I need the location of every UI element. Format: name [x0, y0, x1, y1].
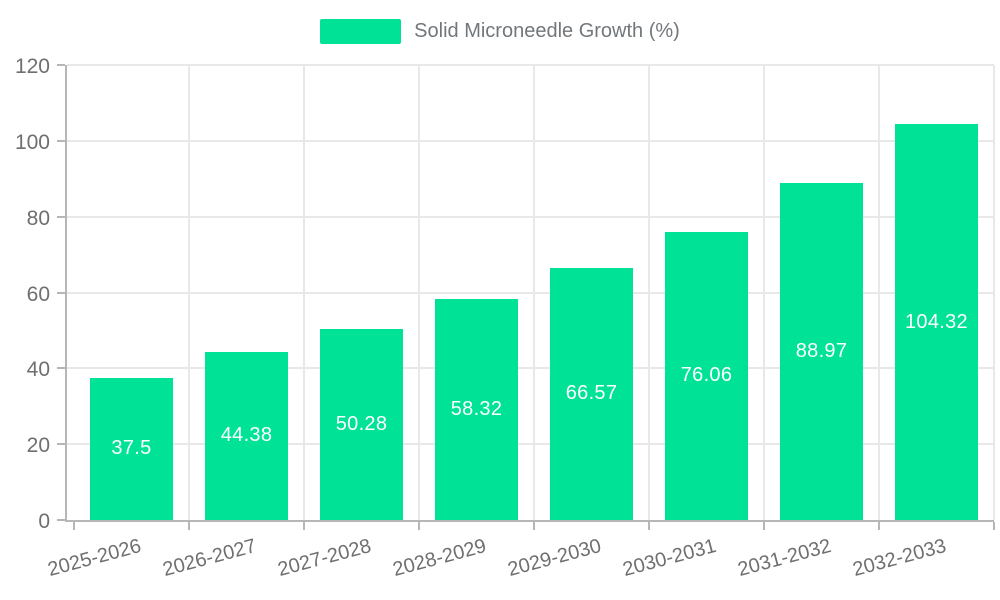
bar[interactable]: 44.38 — [205, 351, 288, 520]
x-axis-label: 2026-2027 — [160, 534, 259, 581]
y-axis-tick — [57, 139, 65, 142]
bar-value-label: 88.97 — [795, 339, 848, 362]
gridline-horizontal — [67, 215, 994, 218]
x-axis-tick — [303, 522, 305, 530]
y-axis-tick — [57, 291, 65, 294]
bar[interactable]: 37.5 — [90, 377, 173, 520]
gridline-horizontal — [67, 139, 994, 142]
y-axis-labels: 0 20 40 60 80 100 120 — [0, 55, 50, 533]
x-axis-tick — [763, 522, 765, 530]
gridline-horizontal — [67, 64, 994, 66]
gridline-vertical — [188, 65, 190, 520]
gridline-vertical — [993, 65, 995, 520]
gridline-vertical — [878, 65, 880, 520]
y-axis-label: 0 — [38, 510, 50, 533]
y-axis-tick — [57, 443, 65, 446]
x-axis-tick — [188, 522, 190, 530]
legend-item[interactable]: Solid Microneedle Growth (%) — [0, 16, 1000, 46]
x-axis-tick — [533, 522, 535, 530]
x-axis-tick — [418, 522, 420, 530]
x-axis-tick — [878, 522, 880, 530]
x-axis-tick — [648, 522, 650, 530]
bar[interactable]: 50.28 — [320, 329, 403, 520]
bar[interactable]: 88.97 — [780, 182, 863, 520]
x-axis-tick — [73, 522, 75, 530]
x-axis-label: 2031-2032 — [735, 534, 834, 581]
bar-value-label: 66.57 — [565, 382, 618, 405]
plot-area: 37.5 44.38 50.28 58.32 66.57 76.06 88.97 104.32 — [57, 64, 995, 530]
bar[interactable]: 66.57 — [550, 267, 633, 520]
bar-value-label: 50.28 — [335, 413, 388, 436]
y-axis-tick — [57, 64, 65, 66]
x-axis-label: 2029-2030 — [505, 534, 604, 581]
y-axis-label: 80 — [26, 206, 50, 230]
y-axis-label: 60 — [26, 282, 50, 306]
bar-value-label: 104.32 — [905, 310, 968, 333]
gridline-vertical — [303, 65, 305, 520]
bar-value-label: 44.38 — [220, 424, 273, 447]
x-axis-label: 2030-2031 — [620, 534, 719, 581]
gridline-horizontal — [67, 291, 994, 294]
x-axis-label: 2028-2029 — [390, 534, 489, 581]
gridline-vertical — [648, 65, 650, 520]
y-axis-tick — [57, 519, 65, 521]
y-axis-label: 20 — [26, 434, 50, 458]
y-axis-tick — [57, 215, 65, 218]
bar[interactable]: 58.32 — [435, 298, 518, 520]
gridline-vertical — [533, 65, 535, 520]
y-axis-label: 120 — [14, 55, 50, 78]
legend-label: Solid Microneedle Growth (%) — [414, 20, 680, 42]
x-axis-label: 2027-2028 — [275, 534, 374, 581]
x-axis-tick — [993, 522, 995, 530]
x-axis-label: 2032-2033 — [850, 534, 949, 581]
bar-value-label: 37.5 — [111, 437, 152, 460]
bar-value-label: 76.06 — [680, 364, 733, 387]
y-axis-label: 100 — [14, 130, 50, 154]
gridline-vertical — [763, 65, 765, 520]
y-axis-label: 40 — [26, 358, 50, 382]
bar[interactable]: 76.06 — [665, 231, 748, 520]
gridline-vertical — [418, 65, 420, 520]
legend-swatch — [320, 18, 402, 44]
gridline-horizontal — [67, 367, 994, 370]
x-axis-labels: 2025-2026 2026-2027 2027-2028 2028-2029 2029… — [45, 524, 994, 594]
x-axis-label: 2025-2026 — [45, 534, 144, 581]
gridline-horizontal — [67, 443, 994, 446]
y-axis-tick — [57, 367, 65, 370]
bar-value-label: 58.32 — [450, 397, 503, 420]
bar[interactable]: 104.32 — [895, 124, 978, 520]
